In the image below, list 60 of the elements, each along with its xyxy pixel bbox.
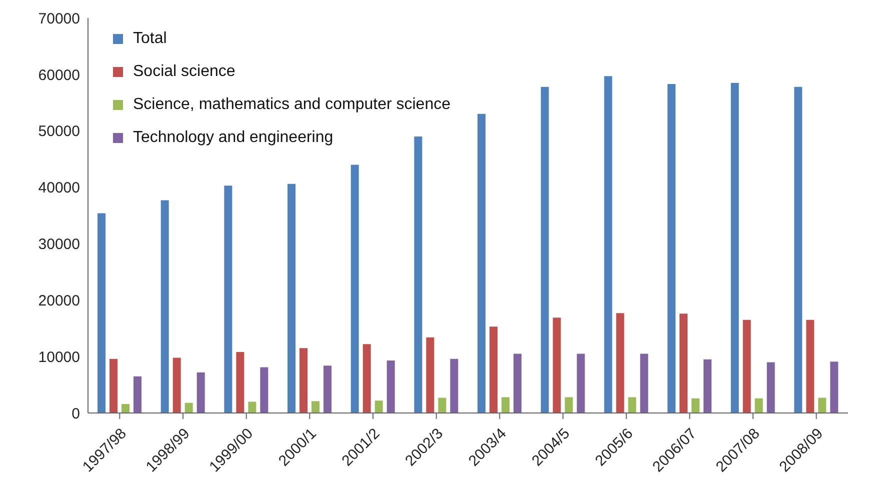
- legend-label: Technology and engineering: [133, 128, 334, 148]
- y-tick-label: 70000: [38, 10, 80, 28]
- bar: [260, 367, 268, 413]
- y-tick-label: 30000: [38, 236, 80, 254]
- bar: [288, 184, 296, 413]
- bar: [730, 82, 739, 413]
- bar: [668, 84, 676, 413]
- bar: [540, 86, 549, 413]
- bar: [766, 362, 775, 413]
- bar: [122, 404, 130, 413]
- bar: [312, 401, 320, 413]
- bar: [692, 398, 700, 413]
- bar: [248, 402, 256, 413]
- y-tick-label: 10000: [38, 348, 80, 366]
- y-tick-label: 40000: [38, 180, 80, 197]
- bar: [236, 352, 244, 413]
- bar: [478, 114, 486, 413]
- bar: [184, 402, 193, 413]
- bar: [110, 358, 118, 413]
- bar: [628, 397, 636, 413]
- bar: [438, 398, 446, 413]
- bar: [98, 213, 106, 413]
- bar: [576, 354, 585, 413]
- bar: [818, 398, 826, 413]
- y-tick-label: 0: [72, 405, 80, 422]
- bar: [414, 136, 422, 413]
- y-tick-label: 50000: [38, 123, 80, 140]
- bar: [742, 320, 751, 413]
- bar: [680, 314, 688, 413]
- bar: [300, 348, 308, 413]
- bar: [172, 358, 181, 413]
- bar: [552, 318, 561, 413]
- bar: [794, 86, 802, 413]
- bar: [830, 362, 838, 413]
- bar: [134, 376, 142, 413]
- bar: [224, 186, 232, 413]
- bar: [502, 397, 510, 413]
- bar: [324, 366, 332, 413]
- bar: [514, 354, 522, 413]
- bar: [490, 326, 498, 413]
- bar: [640, 354, 648, 413]
- bar: [196, 372, 205, 413]
- bar: [616, 313, 624, 413]
- bar: [374, 400, 383, 413]
- bar: [604, 76, 612, 413]
- legend-label: Total: [133, 29, 167, 49]
- bar: [754, 398, 763, 413]
- bar: [564, 397, 573, 413]
- legend-label: Social science: [133, 62, 236, 82]
- y-tick-label: 20000: [38, 292, 80, 310]
- bar: [350, 164, 359, 413]
- y-tick-label: 60000: [38, 66, 80, 84]
- bar: [160, 200, 169, 413]
- legend-label: Science, mathematics and computer science: [133, 95, 450, 115]
- bar: [362, 344, 371, 413]
- bar: [426, 337, 434, 413]
- bar: [704, 359, 712, 413]
- bar: [386, 360, 395, 413]
- bar: [806, 320, 814, 413]
- bar: [450, 358, 458, 413]
